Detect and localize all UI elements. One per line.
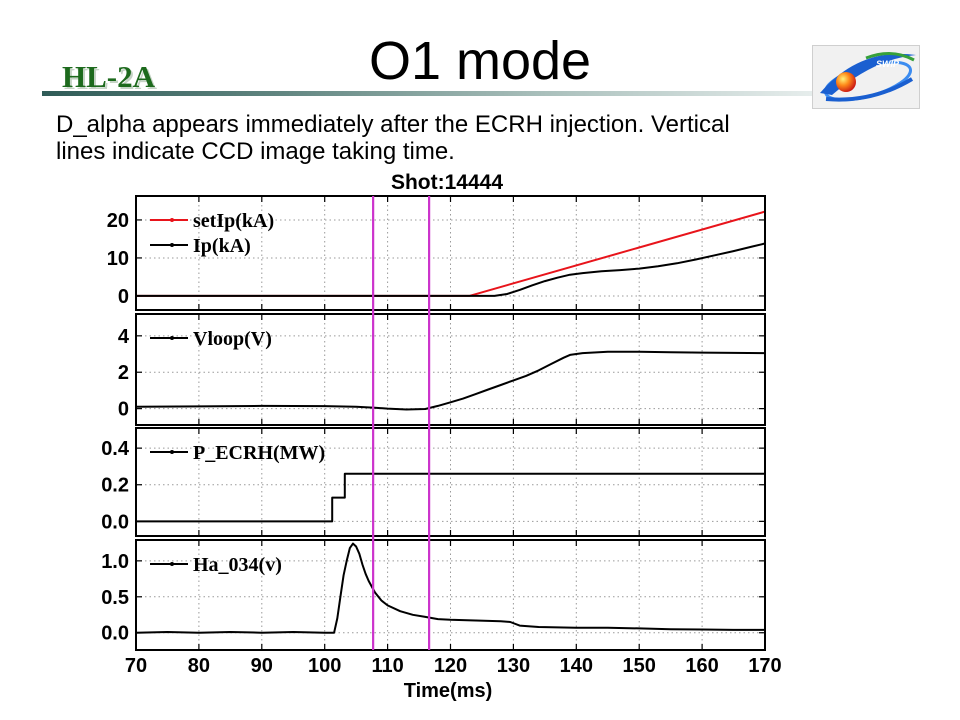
x-tick-label: 170 [748,655,781,677]
x-tick-label: 140 [560,655,593,677]
panel-legend: P_ECRH(MW) [150,442,325,464]
legend-label: setIp(kA) [193,210,274,232]
org-label: HL-2A [62,59,155,94]
panel-ticks [135,428,766,536]
chart-title: Shot:14444 [391,171,503,194]
legend-entry-vloop-v: Vloop(V) [150,328,272,350]
x-tick-label: 150 [623,655,656,677]
y-tick-label: 0.0 [101,511,129,533]
x-tick-label: 110 [371,655,403,677]
legend-marker [170,336,174,340]
logo-text: SWIP [876,59,900,69]
panel-4: 0.0 0.5 1.0 Ha_034(v) [101,539,766,651]
x-tick-labels: 70 80 90 100 110 120 130 140 150 160 170 [125,655,782,677]
legend-label: Ip(kA) [193,235,251,257]
panel-series [136,210,765,297]
logo-ball [836,72,856,92]
series-line-ip-ka [136,242,765,297]
legend-marker [170,450,174,454]
legend-marker [170,218,174,222]
legend-label: Vloop(V) [193,328,272,350]
y-tick-label: 1.0 [101,551,129,573]
legend-marker [170,243,174,247]
legend-entry-ip-ka: Ip(kA) [150,235,251,257]
panel-ticks [135,196,766,310]
header-divider [42,91,812,96]
y-tick-label: 0.0 [101,623,129,645]
legend-label: P_ECRH(MW) [193,442,325,464]
y-tick-label: 0.5 [101,587,129,609]
logo-lower-swoosh [825,77,914,102]
series-line-p-ecrh-mw [136,472,765,523]
y-tick-label: 0.4 [101,438,130,460]
description-line-1: D_alpha appears immediately after the EC… [56,111,730,138]
panel-2: 0 2 4 Vloop(V) [118,313,766,426]
x-axis-label: Time(ms) [404,680,493,702]
panel-3: 0.0 0.2 0.4 P_ECRH(MW) [101,427,766,537]
panel-ticks [135,314,766,425]
panel-legend: setIp(kA) Ip(kA) [150,210,274,257]
y-tick-label: 10 [107,248,129,270]
legend-marker [170,562,174,566]
description-line-2: lines indicate CCD image taking time. [56,138,455,165]
y-tick-label: 0 [118,286,129,308]
panel-legend: Ha_034(v) [150,554,282,576]
y-tick-label: 2 [118,362,129,384]
y-tick-label: 4 [118,326,130,348]
panel-legend: Vloop(V) [150,328,272,350]
panel-grid [136,314,765,425]
x-tick-label: 70 [125,655,147,677]
slide-title: O1 mode [368,31,592,91]
series-line-ha-034-v [136,542,765,634]
swip-logo: SWIP [812,45,920,109]
logo-green-arc [865,52,915,62]
legend-entry-p-ecrh-mw: P_ECRH(MW) [150,442,325,464]
panel-series [136,542,765,634]
x-tick-label: 80 [188,655,210,677]
x-tick-label: 90 [251,655,273,677]
x-tick-label: 100 [308,655,341,677]
x-tick-label: 130 [497,655,530,677]
panel-1: 0 10 20 setIp(kA) Ip(kA) [107,195,766,311]
panel-ticks [135,540,766,650]
series-line-vloop-v [136,350,765,411]
slide-description: D_alpha appears immediately after the EC… [56,111,730,165]
y-tick-label: 20 [107,210,129,232]
legend-entry-ha-034-v: Ha_034(v) [150,554,282,576]
plot-area: 0 10 20 setIp(kA) Ip(kA) 0 2 4 Vloop(V) 0.0 0.2 0.4… [101,195,782,677]
panel-series [136,472,765,523]
x-tick-label: 160 [685,655,718,677]
y-tick-label: 0.2 [101,475,129,497]
swip-logo-graphic: SWIP [812,45,920,109]
legend-label: Ha_034(v) [193,554,282,576]
x-tick-label: 120 [434,655,467,677]
panel-series [136,350,765,411]
legend-entry-setip-ka: setIp(kA) [150,210,274,232]
y-tick-label: 0 [118,399,129,421]
ccd-time-markers [372,196,431,650]
